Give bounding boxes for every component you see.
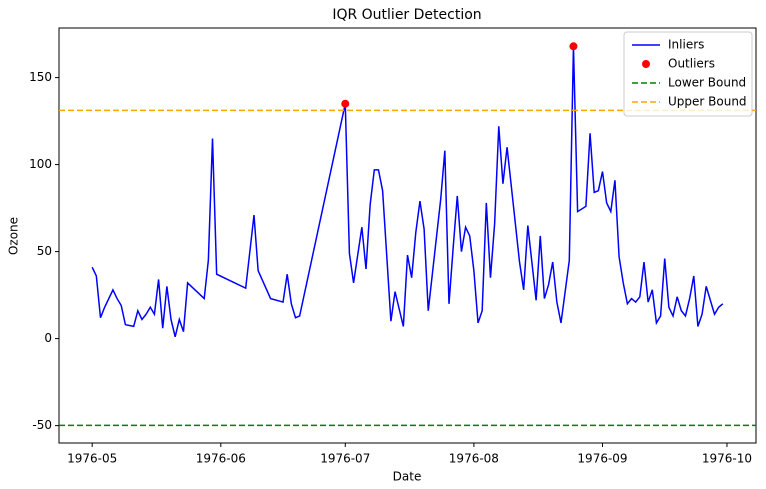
legend-label: Upper Bound <box>668 95 747 109</box>
legend-label: Outliers <box>668 57 715 71</box>
y-tick-label: 0 <box>44 331 52 345</box>
y-tick-label: 150 <box>29 70 52 84</box>
legend-box <box>623 31 753 117</box>
legend-label: Lower Bound <box>668 76 746 90</box>
plot-frame <box>58 27 757 444</box>
y-tick-label: -50 <box>32 418 52 432</box>
data-line <box>91 46 724 338</box>
x-tick-label: 1976-09 <box>577 452 627 466</box>
x-tick-label: 1976-06 <box>196 452 246 466</box>
x-tick-label: 1976-05 <box>67 452 117 466</box>
y-tick-label: 100 <box>29 157 52 171</box>
x-tick-label: 1976-10 <box>702 452 752 466</box>
legend-label: Inliers <box>668 38 704 52</box>
outlier-point <box>569 42 578 51</box>
x-tick-label: 1976-07 <box>320 452 370 466</box>
y-tick-label: 50 <box>37 244 52 258</box>
chart-title: IQR Outlier Detection <box>332 7 481 23</box>
legend-marker <box>642 60 650 68</box>
x-tick-label: 1976-08 <box>449 452 499 466</box>
y-axis-label: Ozone <box>7 217 21 255</box>
outlier-point <box>341 99 350 108</box>
x-axis-label: Date <box>393 470 422 484</box>
